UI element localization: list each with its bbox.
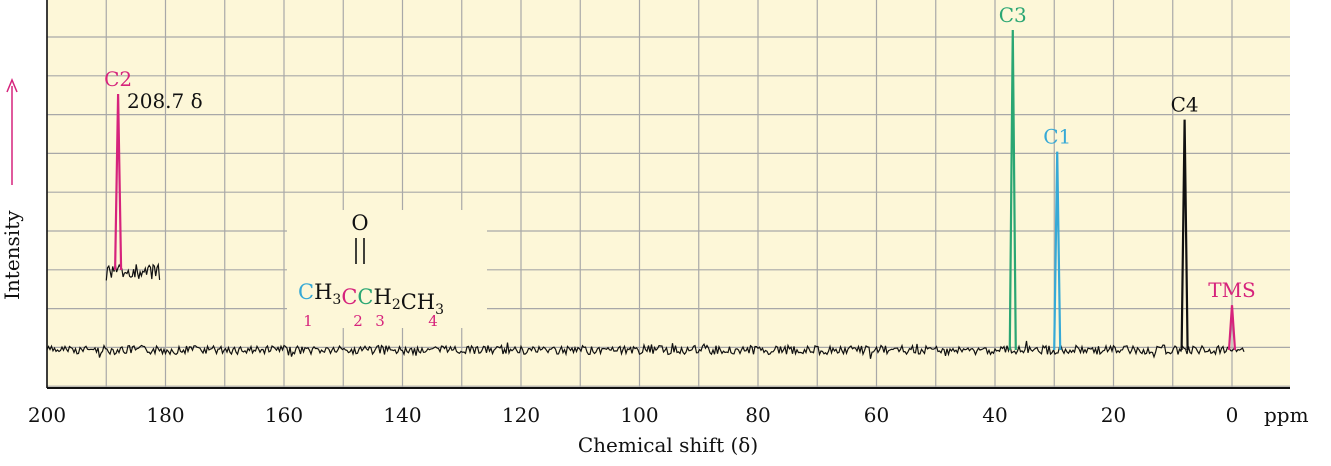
x-axis-label: Chemical shift (δ): [578, 433, 758, 457]
c2-shift-note: 208.7 δ: [127, 89, 203, 113]
formula-part: H: [314, 280, 332, 304]
peak-tms-label: TMS: [1208, 278, 1256, 302]
peak-c3-label: C3: [999, 3, 1027, 27]
formula-part: 3: [332, 292, 341, 308]
peak-c1-label: C1: [1043, 125, 1071, 149]
peaks: [114, 29, 1237, 351]
x-tick-label: 160: [265, 403, 303, 427]
intensity-arrow-head: [6, 78, 18, 93]
peak-c4-label: C4: [1171, 93, 1199, 117]
formula-part: CH: [401, 290, 435, 314]
formula-part: C: [357, 285, 373, 309]
x-tick-label: 40: [982, 403, 1007, 427]
x-unit-label: ppm: [1264, 403, 1309, 427]
peak-c1: [1053, 151, 1062, 351]
x-tick-label: 120: [502, 403, 540, 427]
plot-background: [47, 0, 1290, 388]
x-tick-label: 60: [864, 403, 889, 427]
y-axis-label: Intensity: [0, 210, 24, 300]
peak-labels: C2 C3 C1 C4 TMS: [104, 3, 1256, 302]
peak-c4: [1180, 119, 1189, 351]
formula-part: H: [373, 285, 391, 309]
peak-c2-label: C2: [104, 67, 132, 91]
formula-part: 3: [435, 302, 444, 318]
peak-c3: [1008, 29, 1017, 351]
carbon-number: 3: [375, 312, 385, 330]
x-axis: 200 180 160 140 120 100 80 60 40 20 0: [28, 0, 1290, 427]
peak-tms: [1227, 305, 1237, 351]
baseline-trace: [46, 340, 1245, 359]
x-tick-label: 100: [620, 403, 658, 427]
x-tick-label: 180: [146, 403, 184, 427]
x-tick-label: 80: [745, 403, 770, 427]
formula-part: 2: [392, 297, 401, 313]
formula-part: C: [298, 280, 314, 304]
x-tick-label: 0: [1226, 403, 1239, 427]
oxygen-label: O: [351, 211, 368, 235]
formula: CH3CCH2CH3: [298, 280, 444, 318]
formula-part: C: [341, 285, 357, 309]
x-tick-label: 20: [1101, 403, 1126, 427]
grid: [46, 0, 1290, 388]
peak-c2: [114, 93, 123, 271]
x-tick-label: 200: [28, 403, 66, 427]
x-tick-label: 140: [383, 403, 421, 427]
carbon-number: 2: [353, 312, 363, 330]
carbon-number: 1: [303, 312, 313, 330]
intensity-arrow: [6, 78, 18, 185]
carbon-number: 4: [428, 312, 438, 330]
structure-background: [287, 210, 487, 328]
